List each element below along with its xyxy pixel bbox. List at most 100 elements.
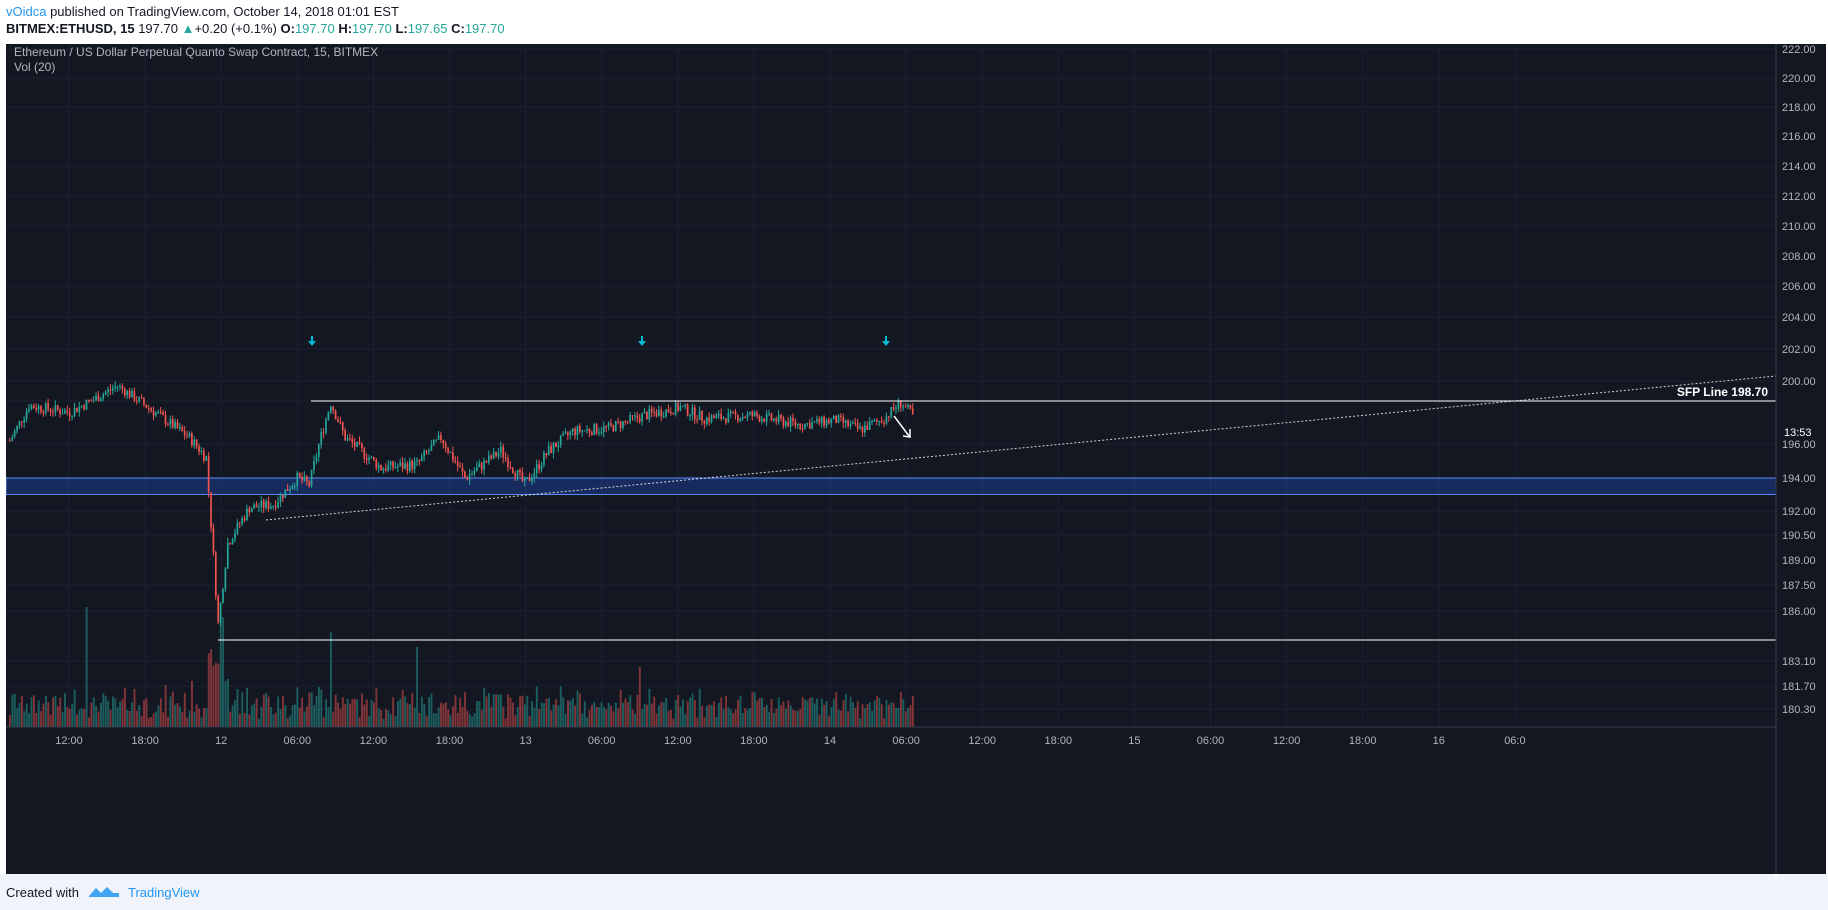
candle-body	[171, 418, 174, 428]
candle-body	[30, 405, 33, 410]
candle-body	[392, 461, 394, 468]
candle-body	[90, 400, 93, 402]
price-tick-label: 220.00	[1782, 73, 1816, 85]
volume-bar	[188, 710, 191, 727]
candle-body	[464, 471, 466, 478]
volume-bar	[574, 705, 577, 727]
volume-bar	[717, 702, 720, 727]
candle-body	[638, 418, 641, 422]
candle-body	[181, 426, 184, 432]
candle-body	[16, 425, 18, 432]
candle-body	[28, 409, 30, 412]
candle-body	[88, 400, 90, 402]
time-tick-label: 18:00	[1045, 735, 1073, 747]
candle-body	[246, 508, 248, 521]
volume-bar	[765, 704, 768, 727]
volume-bar	[746, 709, 749, 727]
volume-bar	[643, 703, 646, 727]
projection-arrow-icon	[893, 415, 911, 438]
volume-bar	[907, 707, 910, 727]
candle-body	[198, 446, 200, 452]
volume-bar	[464, 692, 466, 727]
volume-bar	[217, 663, 220, 727]
volume-bar	[528, 715, 531, 727]
price-tick-label: 186.00	[1782, 606, 1816, 618]
tradingview-link[interactable]: TradingView	[128, 885, 200, 900]
volume-bar	[605, 709, 608, 727]
volume-bar	[28, 713, 31, 727]
time-axis[interactable]: 12:00 18:00 12 06:00 12:00 18:00 13 06:00 12:00 1…	[55, 735, 1525, 747]
candle-body	[672, 413, 675, 415]
candle-body	[250, 508, 253, 513]
price-axis[interactable]: 222.00 220.00 218.00 216.00 214.00 212.00 210.…	[1782, 44, 1816, 716]
price-tick-label: 194.00	[1782, 473, 1816, 485]
volume-bar	[368, 715, 371, 727]
candle-body	[423, 451, 426, 457]
volume-bar	[202, 708, 205, 727]
volume-bar	[823, 704, 826, 727]
candle-body	[610, 423, 612, 426]
volume-bar	[363, 704, 366, 727]
candle-body	[705, 417, 708, 424]
candle-body	[868, 421, 871, 430]
volume-bar	[442, 703, 445, 727]
support-zone[interactable]	[5, 477, 1777, 495]
candle-body	[116, 386, 119, 388]
volume-bar	[483, 688, 486, 727]
candle-body	[238, 522, 241, 524]
chart-area[interactable]: SFP Line 198.70 12:00 18:00 12 06:00 12:00 18…	[5, 44, 1826, 874]
candle-body	[279, 494, 282, 503]
candle-body	[473, 471, 476, 474]
candle-body	[902, 406, 905, 408]
candle-body	[864, 425, 866, 433]
candle-body	[164, 414, 167, 425]
candle-body	[222, 589, 224, 603]
volume-bar	[140, 715, 143, 727]
volume-bar	[404, 696, 407, 727]
volume-bar	[353, 698, 356, 727]
candle-body	[631, 415, 634, 417]
candle-body	[646, 412, 648, 420]
volume-bar	[377, 708, 380, 727]
candle-body	[547, 445, 550, 456]
candle-body	[320, 432, 323, 445]
volume-bar	[169, 696, 172, 727]
volume-bar	[88, 717, 90, 727]
volume-bar	[612, 711, 615, 727]
volume-bar	[30, 697, 33, 727]
volume-bar	[145, 698, 148, 727]
candle-body	[44, 403, 47, 414]
volume-bar	[162, 712, 165, 727]
volume-bar	[521, 695, 524, 727]
candle-body	[744, 416, 746, 418]
author-link[interactable]: vOidca	[6, 4, 47, 19]
time-tick-label: 18:00	[1349, 735, 1377, 747]
candle-body	[59, 409, 61, 414]
volume-bar	[267, 696, 270, 727]
candle-body	[471, 473, 473, 475]
candle-body	[698, 411, 701, 420]
volume-bar	[231, 705, 234, 727]
tradingview-logo-icon[interactable]	[87, 884, 121, 903]
volume-bar	[246, 687, 249, 727]
candle-body	[737, 414, 739, 422]
candle-body	[107, 389, 109, 393]
volume-bar	[564, 713, 567, 727]
volume-bar	[270, 707, 272, 727]
candle-body	[418, 460, 421, 462]
volume-bar	[878, 698, 881, 727]
volume-bar	[296, 687, 299, 727]
price-chart[interactable]: SFP Line 198.70 12:00 18:00 12 06:00 12:00 18…	[5, 44, 1826, 874]
candle-body	[667, 409, 670, 413]
candle-body	[670, 412, 672, 414]
candle-body	[466, 477, 469, 480]
volume-bar	[775, 708, 778, 727]
volume-bar	[796, 710, 799, 727]
candle-body	[56, 405, 59, 410]
sfp-line-label: SFP Line 198.70	[1677, 385, 1768, 399]
volume-bar	[626, 702, 629, 727]
candle-body	[258, 507, 260, 509]
candle-body	[758, 416, 761, 422]
candle-body	[444, 443, 447, 449]
price-tick-label: 180.30	[1782, 704, 1816, 716]
